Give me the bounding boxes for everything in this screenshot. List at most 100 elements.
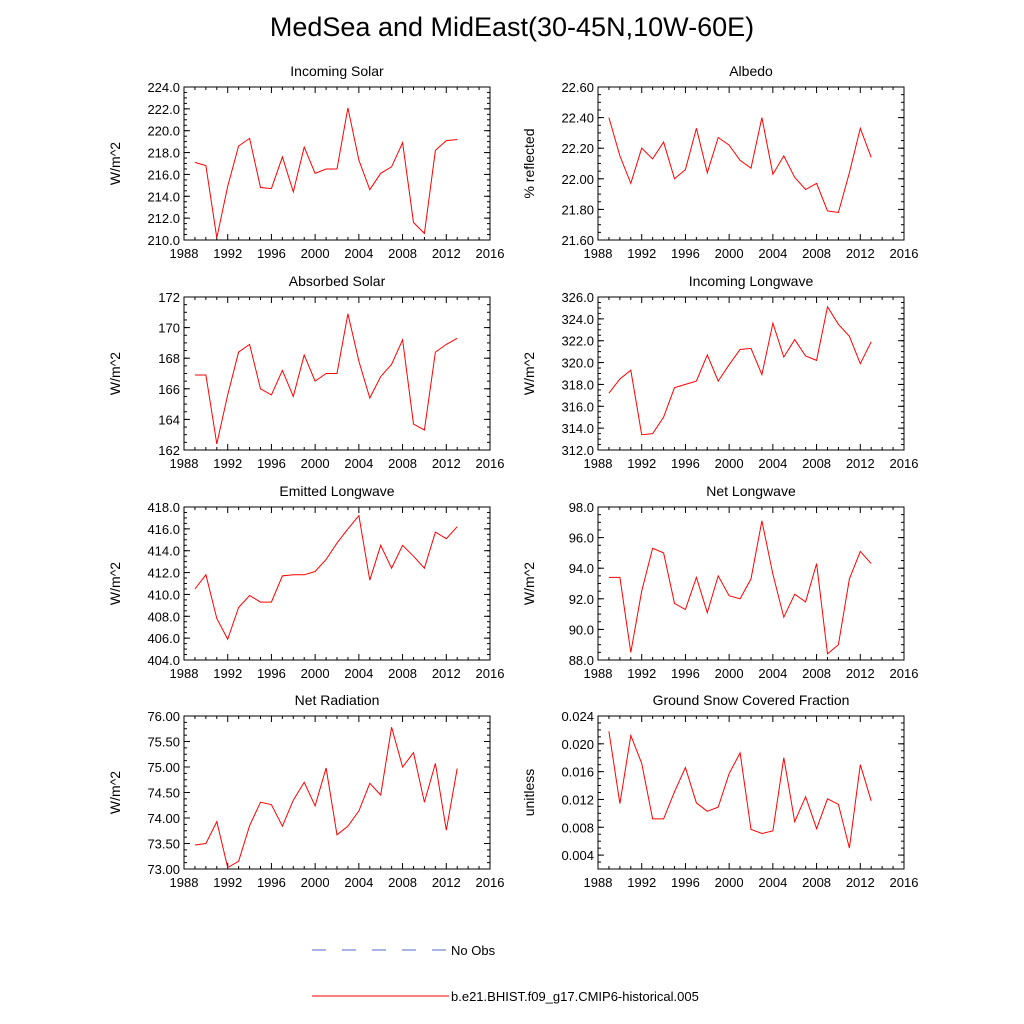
- series-line: [194, 514, 458, 641]
- x-tick-label: 1988: [170, 666, 199, 681]
- x-tick-label: 1988: [170, 456, 199, 471]
- y-tick-label: 21.80: [561, 202, 594, 217]
- y-tick-label: 418.0: [147, 500, 180, 515]
- y-tick-label: 98.0: [569, 500, 594, 515]
- series-line: [608, 117, 872, 214]
- y-tick-label: 22.00: [561, 172, 594, 187]
- y-tick-label: 314.0: [561, 421, 594, 436]
- x-tick-label: 2004: [758, 246, 787, 261]
- panel-title: Incoming Longwave: [689, 273, 814, 289]
- y-tick-label: 75.00: [147, 760, 180, 775]
- y-tick-label: 0.016: [561, 765, 594, 780]
- x-tick-label: 1996: [257, 246, 286, 261]
- panel-title: Net Longwave: [706, 483, 796, 499]
- x-tick-label: 2016: [890, 875, 919, 890]
- x-tick-label: 2008: [802, 666, 831, 681]
- y-tick-label: 88.0: [569, 653, 594, 668]
- y-axis-label: W/m^2: [521, 562, 537, 605]
- y-tick-label: 96.0: [569, 531, 594, 546]
- y-tick-label: 316.0: [561, 399, 594, 414]
- y-tick-label: 172: [158, 290, 180, 305]
- y-tick-label: 326.0: [561, 290, 594, 305]
- y-tick-label: 416.0: [147, 522, 180, 537]
- y-axis-label: % reflected: [521, 128, 537, 198]
- chart-panel: 1988 1992 1996 2000 2004 2008 2012 2016 88.0 90.0…: [521, 483, 918, 681]
- x-tick-label: 1988: [584, 246, 613, 261]
- y-tick-label: 318.0: [561, 377, 594, 392]
- y-tick-label: 408.0: [147, 609, 180, 624]
- chart-panel: 1988 1992 1996 2000 2004 2008 2012 2016 404.0 406…: [107, 483, 504, 681]
- x-tick-label: 1996: [257, 875, 286, 890]
- panel-title: Incoming Solar: [290, 63, 384, 79]
- x-tick-label: 2000: [301, 456, 330, 471]
- x-tick-label: 2008: [802, 246, 831, 261]
- x-tick-label: 2008: [388, 666, 417, 681]
- y-axis-label: W/m^2: [107, 142, 123, 185]
- y-tick-label: 218.0: [147, 146, 180, 161]
- y-tick-label: 0.004: [561, 848, 594, 863]
- x-tick-label: 2008: [802, 456, 831, 471]
- series-line: [194, 107, 458, 238]
- x-tick-label: 2008: [802, 875, 831, 890]
- series-line: [608, 520, 872, 655]
- chart-panel: 1988 1992 1996 2000 2004 2008 2012 2016 73.00 73.…: [107, 692, 504, 890]
- x-tick-label: 2016: [476, 875, 505, 890]
- x-tick-label: 2008: [388, 456, 417, 471]
- y-tick-label: 162: [158, 443, 180, 458]
- x-tick-label: 1988: [584, 666, 613, 681]
- y-axis-label: W/m^2: [107, 562, 123, 605]
- x-tick-label: 2000: [715, 456, 744, 471]
- x-tick-label: 1992: [627, 246, 656, 261]
- panel-title: Albedo: [729, 63, 773, 79]
- x-tick-label: 2012: [432, 456, 461, 471]
- y-tick-label: 94.0: [569, 561, 594, 576]
- x-tick-label: 1988: [584, 875, 613, 890]
- x-tick-label: 2004: [344, 875, 373, 890]
- x-tick-label: 2000: [301, 875, 330, 890]
- x-tick-label: 2016: [476, 456, 505, 471]
- x-tick-label: 2016: [476, 246, 505, 261]
- series-line: [194, 313, 458, 445]
- x-tick-label: 2016: [890, 246, 919, 261]
- legend-obs-label: No Obs: [451, 943, 496, 958]
- y-tick-label: 21.60: [561, 233, 594, 248]
- y-tick-label: 75.50: [147, 735, 180, 750]
- y-tick-label: 74.50: [147, 786, 180, 801]
- y-tick-label: 168: [158, 351, 180, 366]
- series-line: [608, 305, 872, 436]
- y-tick-label: 224.0: [147, 80, 180, 95]
- x-tick-label: 2008: [388, 246, 417, 261]
- y-tick-label: 73.50: [147, 837, 180, 852]
- y-tick-label: 324.0: [561, 312, 594, 327]
- x-tick-label: 1992: [213, 246, 242, 261]
- y-tick-label: 166: [158, 382, 180, 397]
- y-tick-label: 22.40: [561, 111, 594, 126]
- x-tick-label: 2000: [301, 246, 330, 261]
- y-tick-label: 412.0: [147, 566, 180, 581]
- y-tick-label: 414.0: [147, 544, 180, 559]
- x-tick-label: 2012: [432, 666, 461, 681]
- y-tick-label: 322.0: [561, 334, 594, 349]
- x-tick-label: 2012: [846, 456, 875, 471]
- x-tick-label: 1992: [627, 456, 656, 471]
- x-tick-label: 2000: [715, 875, 744, 890]
- panel-title: Ground Snow Covered Fraction: [653, 692, 850, 708]
- x-tick-label: 2004: [758, 456, 787, 471]
- x-tick-label: 2004: [344, 246, 373, 261]
- x-tick-label: 1988: [584, 456, 613, 471]
- y-tick-label: 22.20: [561, 141, 594, 156]
- chart-panel: 1988 1992 1996 2000 2004 2008 2012 2016 210.0 212…: [107, 63, 504, 261]
- chart-panel: 1988 1992 1996 2000 2004 2008 2012 2016 162 164 16…: [107, 273, 504, 471]
- y-tick-label: 0.008: [561, 820, 594, 835]
- x-tick-label: 1988: [170, 246, 199, 261]
- x-tick-label: 1988: [170, 875, 199, 890]
- y-axis-label: W/m^2: [521, 352, 537, 395]
- y-tick-label: 73.00: [147, 862, 180, 877]
- legend-model-label: b.e21.BHIST.f09_g17.CMIP6-historical.005: [451, 989, 699, 1004]
- x-tick-label: 2012: [846, 246, 875, 261]
- x-tick-label: 2012: [432, 875, 461, 890]
- panel-title: Absorbed Solar: [289, 273, 386, 289]
- x-tick-label: 1996: [671, 666, 700, 681]
- y-tick-label: 312.0: [561, 443, 594, 458]
